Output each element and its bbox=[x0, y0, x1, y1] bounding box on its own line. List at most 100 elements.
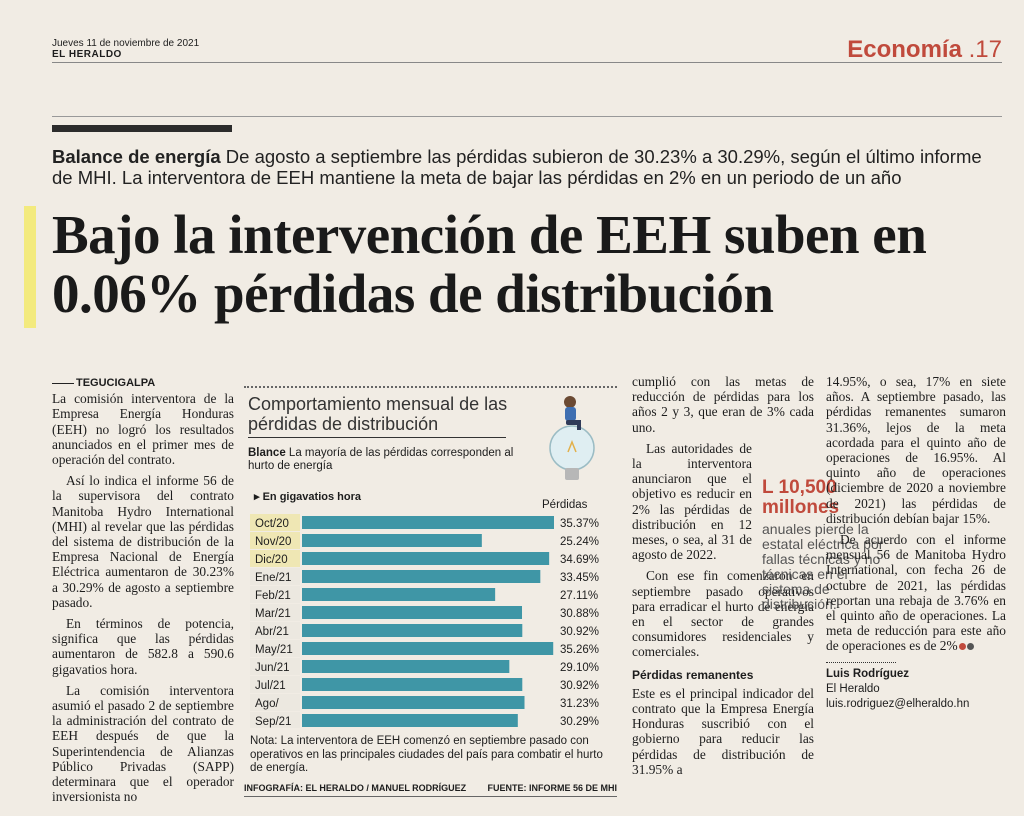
highlight-text: anuales pierde la estatal eléctrica por … bbox=[762, 521, 884, 612]
chart-category-label: Jun/21 bbox=[255, 662, 290, 674]
column-4: 14.95%, o sea, 17% en siete años. A sept… bbox=[826, 374, 1006, 712]
byline-email: luis.rodriguez@elheraldo.hn bbox=[826, 697, 970, 710]
chart-category-label: Mar/21 bbox=[255, 608, 291, 620]
paragraph: 14.95%, o sea, 17% en siete años. A sept… bbox=[826, 374, 1006, 526]
chart-category-label: Ene/21 bbox=[255, 572, 291, 584]
chart-category-label: Oct/20 bbox=[255, 518, 289, 530]
column-1: TEGUCIGALPA La comisión interventora de … bbox=[52, 376, 234, 810]
deck-text: De agosto a septiembre las pérdidas subi… bbox=[52, 146, 982, 188]
section-label: Economía .17 bbox=[847, 36, 1002, 64]
dateline: TEGUCIGALPA bbox=[52, 376, 234, 391]
byline-outlet: El Heraldo bbox=[826, 682, 880, 695]
chart-category-label: Abr/21 bbox=[255, 626, 289, 638]
chart-category-bg bbox=[250, 658, 300, 675]
infographic-credit: INFOGRAFÍA: EL HERALDO / MANUEL RODRÍGUE… bbox=[244, 783, 467, 793]
infographic-title: Comportamiento mensual de las pérdidas d… bbox=[248, 394, 508, 434]
chart-value-label: 35.26% bbox=[560, 644, 599, 656]
chart-bar bbox=[302, 552, 550, 565]
infographic-top-rule bbox=[244, 386, 617, 388]
end-mark-icon bbox=[958, 643, 966, 651]
chart-value-label: 30.88% bbox=[560, 608, 599, 620]
chart-unit: ▸ En gigavatios hora bbox=[254, 491, 361, 503]
highlight-number: L 10,500 millones bbox=[762, 477, 840, 518]
chart-category-bg bbox=[250, 514, 300, 531]
chart-category-label: May/21 bbox=[255, 644, 293, 656]
chart-category-label: Nov/20 bbox=[255, 536, 291, 548]
subhead: Pérdidas remanentes bbox=[632, 667, 754, 682]
page-number: .17 bbox=[968, 36, 1002, 63]
chart-category-bg bbox=[250, 586, 300, 603]
chart-category-bg bbox=[250, 604, 300, 621]
chart-category-label: Ago/ bbox=[255, 698, 279, 710]
infographic-note: Nota: La interventora de EEH comenzó en … bbox=[250, 735, 603, 774]
chart-bar bbox=[302, 660, 510, 673]
chart-bar bbox=[302, 588, 496, 601]
paragraph: De acuerdo con el informe mensual 56 de … bbox=[826, 532, 1006, 654]
chart-value-label: 25.24% bbox=[560, 536, 599, 548]
chart-bar bbox=[302, 642, 554, 655]
lightbulb-person-icon bbox=[549, 396, 595, 480]
chart-category-bg bbox=[250, 550, 300, 567]
deck-lead: Balance de energía bbox=[52, 146, 221, 167]
paragraph: cumplió con las metas de reducción de pé… bbox=[632, 374, 814, 435]
chart-value-label: 31.23% bbox=[560, 698, 599, 710]
chart-category-label: Sep/21 bbox=[255, 716, 291, 728]
byline-rule bbox=[826, 661, 896, 663]
paragraph: La comisión interventora de la Empresa E… bbox=[52, 391, 234, 468]
infographic-subtitle: Blance La mayoría de las pérdidas corres… bbox=[248, 447, 538, 473]
losses-bar-chart: Oct/20 35.37% Nov/20 25.24% Dic/20 34.69% Ene/… bbox=[250, 514, 599, 728]
byline: Luis Rodríguez El Heraldo luis.rodriguez… bbox=[826, 661, 1006, 712]
issue-date: Jueves 11 de noviembre de 2021 bbox=[52, 38, 200, 49]
paragraph: Con ese fin comenzaron en septiembre pas… bbox=[632, 568, 814, 660]
highlighter-mark bbox=[24, 206, 36, 328]
newspaper-name: EL HERALDO bbox=[52, 49, 122, 60]
infographic-title-rule bbox=[248, 437, 506, 438]
end-mark-icon bbox=[966, 643, 974, 651]
paragraph: Así lo indica el informe 56 de la superv… bbox=[52, 473, 234, 610]
chart-bar bbox=[302, 606, 523, 619]
chart-column-header: Pérdidas bbox=[542, 499, 588, 511]
deck-bar bbox=[52, 125, 232, 132]
infographic-source: FUENTE: INFORME 56 DE MHI bbox=[487, 783, 617, 793]
chart-category-label: Dic/20 bbox=[255, 554, 288, 566]
paragraph: Este es el principal indicador del contr… bbox=[632, 685, 814, 777]
chart-category-bg bbox=[250, 676, 300, 693]
chart-category-bg bbox=[250, 640, 300, 657]
chart-value-label: 34.69% bbox=[560, 554, 599, 566]
infographic-bottom-rule bbox=[244, 796, 617, 797]
paragraph: La comisión interventora asumió el pasad… bbox=[52, 682, 234, 805]
infographic-subtitle-text: La mayoría de las pérdidas corresponden … bbox=[248, 447, 514, 472]
headline: Bajo la intervención de EEH suben en 0.0… bbox=[52, 204, 927, 324]
byline-name: Luis Rodríguez bbox=[826, 667, 910, 680]
section-name: Economía bbox=[847, 36, 962, 63]
section-rule bbox=[52, 116, 1002, 117]
chart-bar bbox=[302, 624, 523, 637]
infographic-subtitle-lead: Blance bbox=[248, 447, 286, 459]
chart-value-label: 30.92% bbox=[560, 626, 599, 638]
paragraph: Las autoridades de la interventora anunc… bbox=[632, 440, 752, 563]
chart-value-label: 30.29% bbox=[560, 716, 599, 728]
chart-category-label: Jul/21 bbox=[255, 680, 286, 692]
chart-category-bg bbox=[250, 568, 300, 585]
chart-category-bg bbox=[250, 712, 300, 728]
paragraph-text: De acuerdo con el informe mensual 56 de … bbox=[826, 532, 1006, 654]
chart-value-label: 29.10% bbox=[560, 662, 599, 674]
chart-value-label: 27.11% bbox=[560, 590, 598, 602]
infographic: Comportamiento mensual de las pérdidas d… bbox=[244, 386, 617, 798]
chart-bar bbox=[302, 534, 482, 547]
chart-category-bg bbox=[250, 622, 300, 639]
chart-value-label: 33.45% bbox=[560, 572, 599, 584]
column-3: cumplió con las metas de reducción de pé… bbox=[632, 374, 814, 783]
chart-category-bg bbox=[250, 694, 300, 711]
chart-value-label: 30.92% bbox=[560, 680, 599, 692]
chart-bar bbox=[302, 570, 541, 583]
chart-category-label: Feb/21 bbox=[255, 590, 291, 602]
highlight-box: L 10,500 millones anuales pierde la esta… bbox=[762, 478, 886, 623]
chart-bar bbox=[302, 714, 518, 727]
header-rule bbox=[52, 62, 1002, 63]
deck: Balance de energía De agosto a septiembr… bbox=[52, 146, 992, 188]
paragraph: En términos de potencia, significa que l… bbox=[52, 616, 234, 677]
chart-value-label: 35.37% bbox=[560, 518, 599, 530]
chart-bar bbox=[302, 516, 554, 529]
chart-bar bbox=[302, 696, 525, 709]
